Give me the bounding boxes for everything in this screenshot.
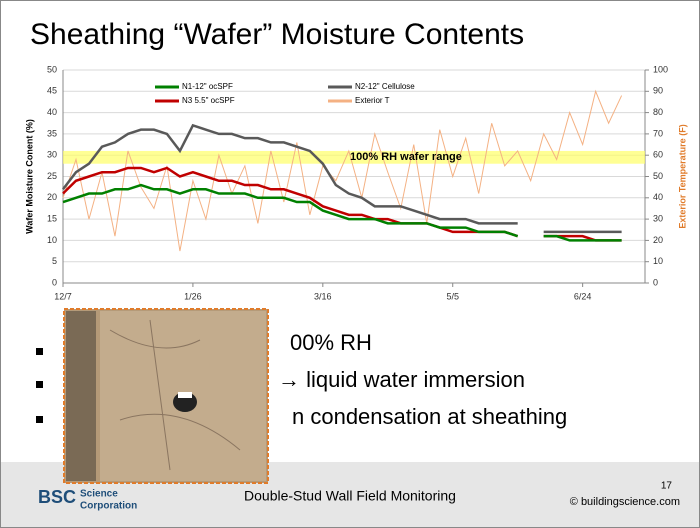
footer-text: Double-Stud Wall Field Monitoring [244,488,456,504]
y-tick-label: 10 [47,235,57,245]
x-tick-label: 12/7 [54,291,72,301]
y2-tick-label: 80 [653,107,663,117]
photo [64,309,268,483]
y-tick-label: 20 [47,192,57,202]
bullet [36,381,43,388]
legend-label: N1-12" ocSPF [182,82,233,91]
y-tick-label: 30 [47,150,57,160]
x-tick-label: 5/5 [446,291,459,301]
y2-tick-label: 20 [653,235,663,245]
y2-tick-label: 30 [653,213,663,223]
page: Sheathing “Wafer” Moisture Contents 00% … [0,0,700,528]
x-tick-label: 6/24 [574,291,592,301]
y-tick-label: 35 [47,128,57,138]
y2-tick-label: 50 [653,171,663,181]
bullet [36,348,43,355]
bullet-text: n condensation at sheathing [292,404,567,429]
slide: Sheathing “Wafer” Moisture Contents 00% … [0,0,700,528]
y-tick-label: 15 [47,213,57,223]
logo-text: Corporation [80,501,137,512]
y-tick-label: 5 [52,256,57,266]
y-axis-label: Wafer Moisture Conent (%) [24,119,34,234]
slide-title: Sheathing “Wafer” Moisture Contents [30,18,524,51]
y2-tick-label: 40 [653,192,663,202]
y2-tick-label: 100 [653,64,668,74]
y2-axis-label: Exterior Temperature (F) [677,124,687,228]
bullet-text: 00% RH [290,330,372,355]
band-label: 100% RH wafer range [350,151,462,163]
legend-label: Exterior T [355,96,390,105]
y2-tick-label: 70 [653,128,663,138]
y-tick-label: 0 [52,277,57,287]
y2-tick-label: 90 [653,86,663,96]
y-tick-label: 45 [47,86,57,96]
page-number: 17 [661,481,673,492]
logo-text: Science [80,489,118,500]
y2-tick-label: 0 [653,277,658,287]
y-tick-label: 25 [47,171,57,181]
bullet-text: → liquid water immersion [278,367,525,392]
y2-tick-label: 10 [653,256,663,266]
legend-label: N2-12" Cellulose [355,82,415,91]
y-tick-label: 50 [47,64,57,74]
bullet [36,416,43,423]
x-tick-label: 1/26 [184,291,202,301]
copyright: © buildingscience.com [570,496,680,508]
y2-tick-label: 60 [653,150,663,160]
logo-mark: BSC [38,487,76,507]
y-tick-label: 40 [47,107,57,117]
legend-label: N3 5.5" ocSPF [182,96,235,105]
x-tick-label: 3/16 [314,291,332,301]
